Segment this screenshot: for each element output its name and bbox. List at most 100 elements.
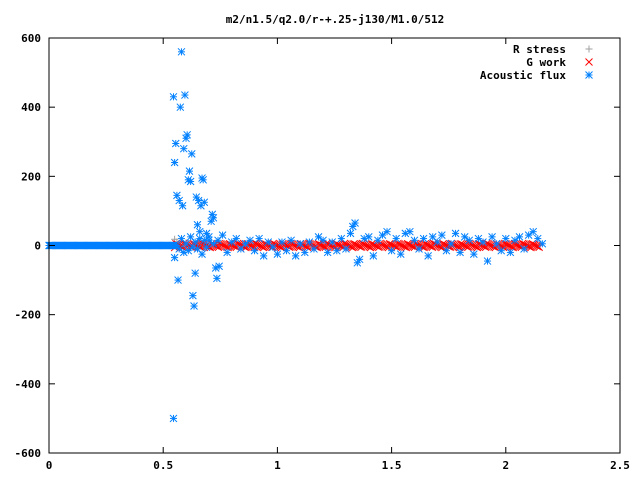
x-tick-label: 0 <box>46 459 53 472</box>
acoustic-flux-point <box>401 229 410 238</box>
acoustic-flux-point <box>175 245 184 253</box>
acoustic-flux-point <box>200 236 209 245</box>
acoustic-flux-point <box>437 231 446 239</box>
acoustic-flux-point <box>410 236 419 245</box>
acoustic-flux-point <box>387 246 396 255</box>
acoustic-flux-point <box>183 130 192 139</box>
x-tick-label: 2.5 <box>610 459 630 472</box>
acoustic-flux-point <box>424 252 432 260</box>
acoustic-flux-point <box>488 233 496 241</box>
points-layer <box>45 47 547 423</box>
acoustic-flux-point <box>176 103 185 112</box>
acoustic-flux-point <box>511 236 519 245</box>
acoustic-flux-point <box>360 234 369 243</box>
acoustic-flux-point <box>191 238 200 246</box>
acoustic-flux-point <box>199 175 208 184</box>
acoustic-flux-point <box>501 234 510 243</box>
acoustic-flux-point <box>179 144 188 153</box>
acoustic-flux-point <box>483 257 492 265</box>
acoustic-flux-point <box>474 234 483 243</box>
x-tick-label: 0.5 <box>153 459 173 472</box>
acoustic-flux-point <box>191 269 200 278</box>
acoustic-flux-point <box>209 213 218 222</box>
acoustic-flux-point <box>246 236 254 245</box>
acoustic-flux-point <box>278 238 286 246</box>
acoustic-flux-point <box>310 245 318 253</box>
acoustic-flux-point <box>346 229 355 238</box>
y-tick-label: 400 <box>21 101 41 114</box>
acoustic-flux-point <box>195 227 204 236</box>
acoustic-flux-point <box>170 158 179 167</box>
y-tick-label: 600 <box>21 32 41 45</box>
acoustic-flux-point <box>305 238 314 246</box>
acoustic-flux-point <box>209 239 218 248</box>
acoustic-flux-point <box>442 246 451 255</box>
acoustic-flux-point <box>337 234 346 243</box>
acoustic-flux-point <box>492 239 501 248</box>
acoustic-flux-point <box>319 236 327 245</box>
acoustic-flux-point <box>169 92 178 101</box>
acoustic-flux-point <box>185 167 194 175</box>
acoustic-flux-point <box>202 243 211 252</box>
acoustic-flux-point <box>184 246 193 255</box>
acoustic-flux-point <box>205 233 213 241</box>
acoustic-flux-point <box>415 245 423 253</box>
y-tick-label: 0 <box>34 240 41 253</box>
acoustic-flux-point <box>447 239 455 248</box>
acoustic-flux-point <box>241 239 250 248</box>
acoustic-flux-point <box>520 245 528 253</box>
acoustic-flux-point <box>198 250 206 258</box>
acoustic-flux-point <box>300 248 309 257</box>
acoustic-flux-point <box>287 236 295 245</box>
legend-label: G work <box>526 56 566 69</box>
acoustic-flux-point <box>218 231 227 239</box>
acoustic-flux-point <box>342 245 350 253</box>
acoustic-flux-point <box>291 252 300 260</box>
acoustic-flux-point <box>181 91 189 99</box>
acoustic-flux-point <box>406 227 414 236</box>
acoustic-flux-point <box>419 234 428 243</box>
acoustic-flux-point <box>223 248 232 257</box>
acoustic-flux-point <box>282 246 291 255</box>
acoustic-flux-point <box>433 238 442 246</box>
chart-title: m2/n1.5/q2.0/r-+.25-j130/M1.0/512 <box>226 13 445 26</box>
acoustic-flux-point <box>355 255 364 264</box>
x-tick-label: 1 <box>274 459 281 472</box>
acoustic-flux-point <box>171 139 180 148</box>
acoustic-flux-point <box>182 239 190 248</box>
y-tick-label: -400 <box>15 378 42 391</box>
acoustic-flux-point <box>392 234 401 243</box>
y-tick-label: -600 <box>15 447 42 460</box>
acoustic-flux-point <box>250 246 259 255</box>
acoustic-flux-point <box>214 236 222 245</box>
acoustic-flux-point <box>174 276 182 284</box>
acoustic-flux-point <box>451 229 460 238</box>
acoustic-flux-point <box>383 227 391 236</box>
acoustic-flux-point <box>524 231 533 239</box>
legend-marker <box>585 58 593 66</box>
acoustic-flux-point <box>456 248 464 257</box>
acoustic-flux-point <box>465 236 474 245</box>
acoustic-flux-point <box>378 231 387 239</box>
acoustic-flux-point <box>190 302 198 310</box>
acoustic-flux-point <box>177 47 186 56</box>
legend-marker <box>585 45 593 53</box>
axis-layer: 600 400 200 0 -200 -400 -600 0 0.5 1 1.5 2 2.5 <box>15 32 630 472</box>
acoustic-flux-point <box>497 246 506 255</box>
legend-label: R stress <box>513 43 566 56</box>
acoustic-flux-point <box>364 233 373 241</box>
acoustic-flux-point <box>194 196 203 205</box>
acoustic-flux-point <box>215 262 224 271</box>
acoustic-flux-point <box>169 414 178 423</box>
acoustic-flux-point <box>538 239 547 248</box>
y-tick-label: -200 <box>15 309 42 322</box>
acoustic-flux-point <box>314 233 323 241</box>
acoustic-flux-point <box>529 227 538 236</box>
acoustic-flux-point <box>479 238 487 246</box>
acoustic-flux-point <box>396 250 405 258</box>
acoustic-flux-point <box>273 250 282 258</box>
acoustic-flux-point <box>213 274 221 283</box>
legend-label: Acoustic flux <box>480 69 566 82</box>
